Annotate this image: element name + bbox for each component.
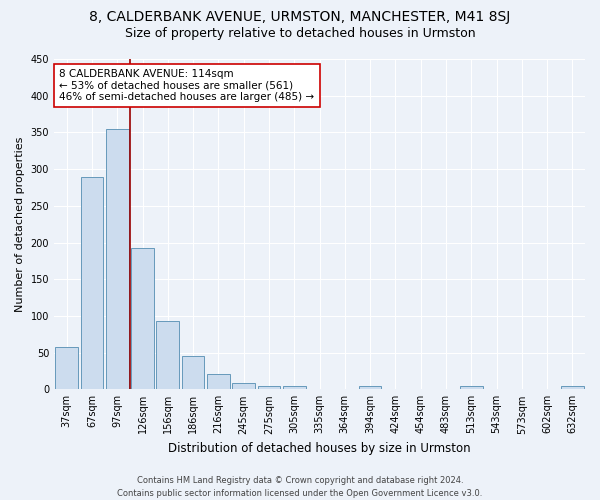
Bar <box>283 386 305 390</box>
X-axis label: Distribution of detached houses by size in Urmston: Distribution of detached houses by size … <box>168 442 471 455</box>
Bar <box>131 248 154 390</box>
Bar <box>207 374 230 390</box>
Bar <box>561 386 584 390</box>
Bar <box>257 386 280 390</box>
Bar <box>106 128 128 390</box>
Bar <box>460 386 482 390</box>
Bar <box>182 356 205 390</box>
Bar <box>157 321 179 390</box>
Text: 8, CALDERBANK AVENUE, URMSTON, MANCHESTER, M41 8SJ: 8, CALDERBANK AVENUE, URMSTON, MANCHESTE… <box>89 10 511 24</box>
Text: Size of property relative to detached houses in Urmston: Size of property relative to detached ho… <box>125 28 475 40</box>
Bar <box>359 386 382 390</box>
Y-axis label: Number of detached properties: Number of detached properties <box>15 136 25 312</box>
Text: Contains HM Land Registry data © Crown copyright and database right 2024.
Contai: Contains HM Land Registry data © Crown c… <box>118 476 482 498</box>
Bar <box>232 382 255 390</box>
Bar <box>55 348 78 390</box>
Text: 8 CALDERBANK AVENUE: 114sqm
← 53% of detached houses are smaller (561)
46% of se: 8 CALDERBANK AVENUE: 114sqm ← 53% of det… <box>59 69 314 102</box>
Bar <box>80 177 103 390</box>
